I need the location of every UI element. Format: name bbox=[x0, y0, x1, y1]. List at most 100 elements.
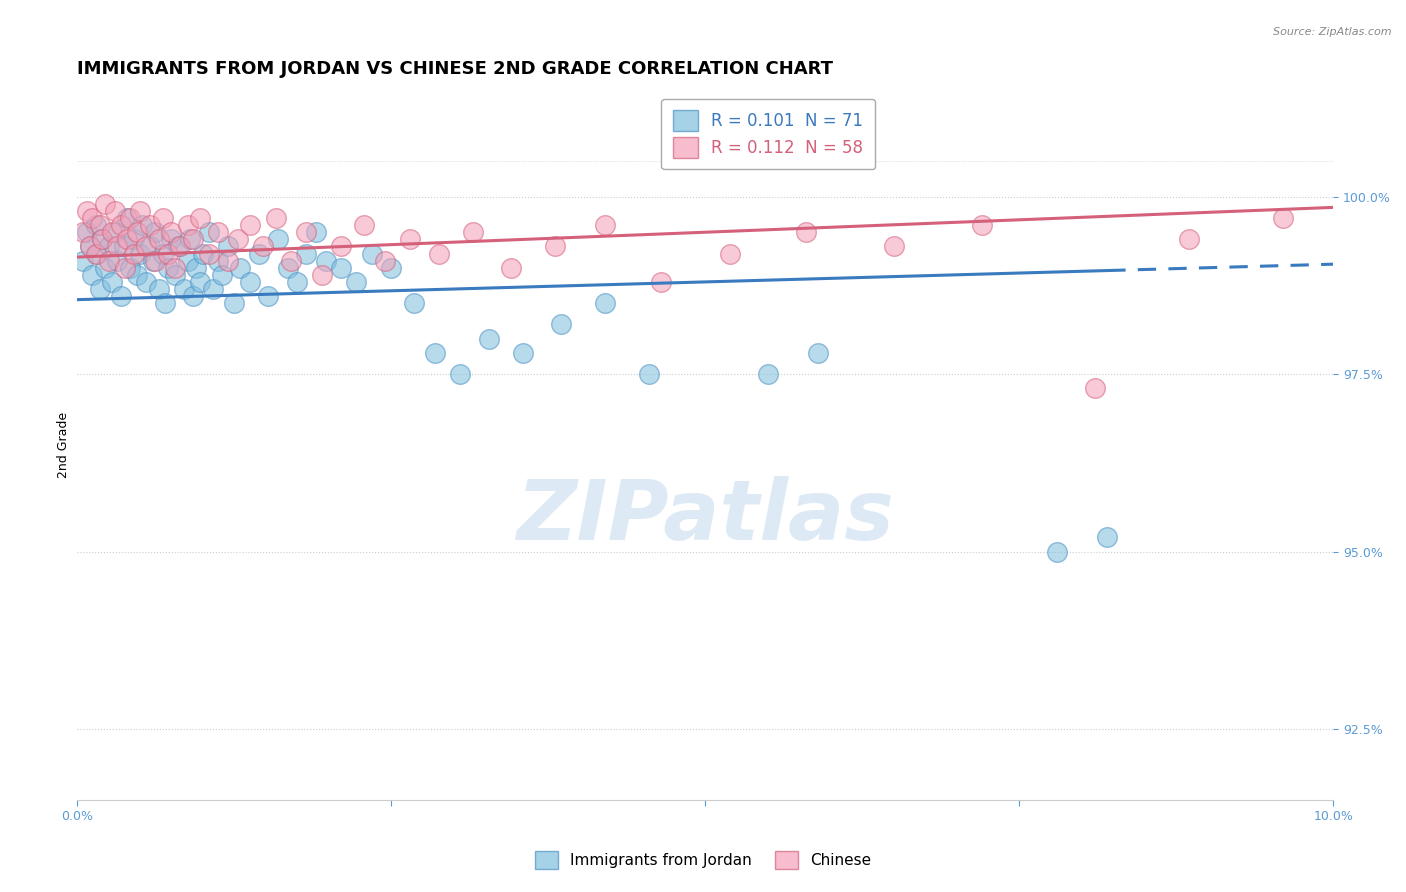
Point bbox=[110, 289, 132, 303]
Point bbox=[374, 253, 396, 268]
Point bbox=[449, 367, 471, 381]
Point bbox=[84, 246, 107, 260]
Point bbox=[512, 346, 534, 360]
Point bbox=[89, 282, 111, 296]
Point bbox=[160, 232, 183, 246]
Point bbox=[329, 239, 352, 253]
Point bbox=[152, 211, 174, 225]
Point bbox=[229, 260, 252, 275]
Point bbox=[883, 239, 905, 253]
Point bbox=[756, 367, 779, 381]
Point bbox=[252, 239, 274, 253]
Point bbox=[399, 232, 422, 246]
Point bbox=[173, 282, 195, 296]
Point bbox=[1084, 381, 1107, 395]
Point bbox=[201, 282, 224, 296]
Point bbox=[380, 260, 402, 275]
Point bbox=[176, 218, 198, 232]
Point bbox=[1178, 232, 1201, 246]
Point bbox=[593, 296, 616, 310]
Point bbox=[277, 260, 299, 275]
Point bbox=[280, 253, 302, 268]
Point bbox=[135, 239, 157, 253]
Point bbox=[82, 211, 104, 225]
Point bbox=[425, 346, 447, 360]
Point bbox=[169, 239, 191, 253]
Point bbox=[166, 239, 188, 253]
Point bbox=[97, 253, 120, 268]
Point bbox=[181, 232, 204, 246]
Legend: R = 0.101  N = 71, R = 0.112  N = 58: R = 0.101 N = 71, R = 0.112 N = 58 bbox=[661, 99, 875, 169]
Point bbox=[188, 211, 211, 225]
Point bbox=[499, 260, 522, 275]
Point bbox=[118, 260, 141, 275]
Point bbox=[118, 211, 141, 225]
Point bbox=[970, 218, 993, 232]
Point bbox=[329, 260, 352, 275]
Point bbox=[478, 332, 501, 346]
Point bbox=[361, 246, 384, 260]
Point bbox=[264, 211, 287, 225]
Point bbox=[72, 225, 94, 239]
Point bbox=[84, 218, 107, 232]
Point bbox=[1046, 544, 1069, 558]
Point bbox=[152, 246, 174, 260]
Point bbox=[311, 268, 333, 282]
Point bbox=[165, 260, 187, 275]
Point bbox=[153, 296, 176, 310]
Point bbox=[117, 211, 139, 225]
Point bbox=[101, 225, 124, 239]
Point bbox=[543, 239, 565, 253]
Point bbox=[86, 246, 108, 260]
Point bbox=[91, 232, 114, 246]
Point bbox=[139, 218, 162, 232]
Point bbox=[160, 225, 183, 239]
Point bbox=[89, 218, 111, 232]
Point bbox=[104, 225, 127, 239]
Point bbox=[76, 225, 98, 239]
Point bbox=[129, 246, 152, 260]
Point bbox=[267, 232, 290, 246]
Point bbox=[188, 275, 211, 289]
Point bbox=[186, 260, 208, 275]
Point bbox=[176, 253, 198, 268]
Point bbox=[239, 218, 262, 232]
Point bbox=[129, 203, 152, 218]
Point bbox=[156, 260, 179, 275]
Point bbox=[461, 225, 484, 239]
Point bbox=[637, 367, 659, 381]
Point bbox=[105, 253, 128, 268]
Point bbox=[114, 260, 136, 275]
Point bbox=[794, 225, 817, 239]
Point bbox=[305, 225, 328, 239]
Point bbox=[135, 275, 157, 289]
Point bbox=[217, 253, 239, 268]
Point bbox=[131, 218, 153, 232]
Point bbox=[94, 260, 117, 275]
Text: IMMIGRANTS FROM JORDAN VS CHINESE 2ND GRADE CORRELATION CHART: IMMIGRANTS FROM JORDAN VS CHINESE 2ND GR… bbox=[77, 60, 834, 78]
Point bbox=[257, 289, 280, 303]
Point bbox=[79, 239, 101, 253]
Point bbox=[1097, 531, 1119, 545]
Point bbox=[294, 246, 316, 260]
Point bbox=[97, 239, 120, 253]
Point bbox=[402, 296, 425, 310]
Point bbox=[122, 246, 145, 260]
Point bbox=[82, 268, 104, 282]
Point bbox=[211, 268, 233, 282]
Point bbox=[143, 225, 166, 239]
Point bbox=[294, 225, 316, 239]
Point bbox=[217, 239, 239, 253]
Point bbox=[122, 232, 145, 246]
Point bbox=[181, 289, 204, 303]
Point bbox=[179, 232, 201, 246]
Point bbox=[427, 246, 450, 260]
Text: ZIPatlas: ZIPatlas bbox=[516, 475, 894, 557]
Point bbox=[127, 268, 149, 282]
Point bbox=[550, 318, 572, 332]
Legend: Immigrants from Jordan, Chinese: Immigrants from Jordan, Chinese bbox=[529, 845, 877, 875]
Point bbox=[117, 232, 139, 246]
Point bbox=[101, 275, 124, 289]
Point bbox=[76, 203, 98, 218]
Point bbox=[353, 218, 375, 232]
